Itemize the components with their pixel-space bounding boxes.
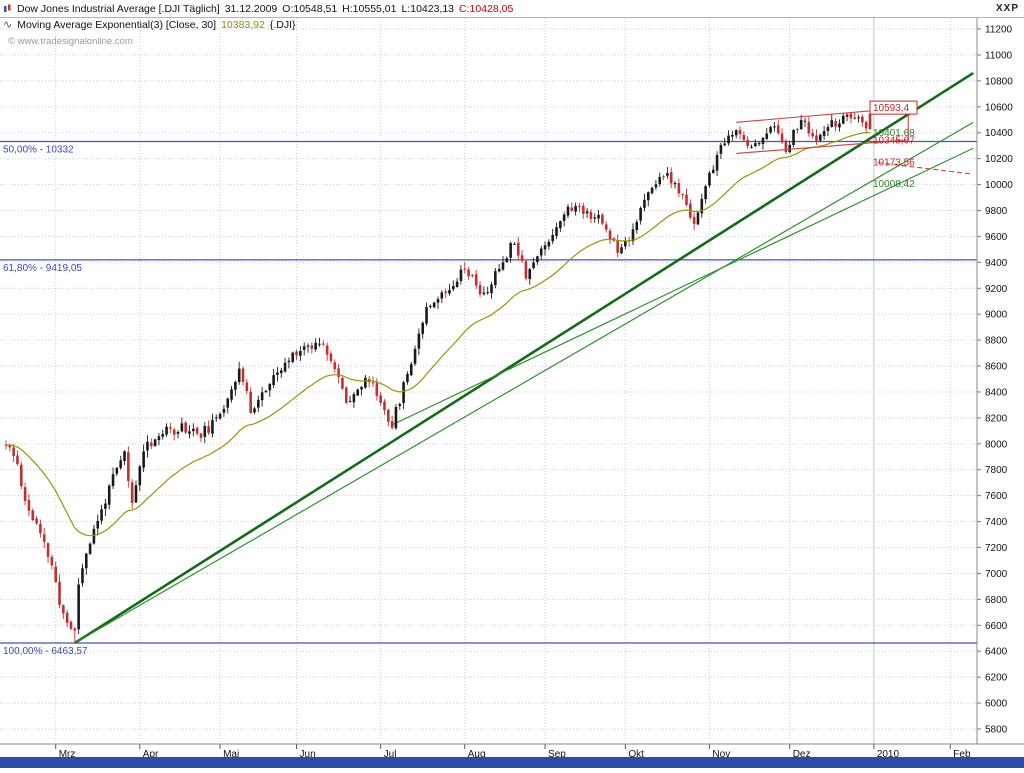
svg-text:8600: 8600 [985, 362, 1008, 373]
svg-text:5800: 5800 [985, 725, 1008, 736]
svg-text:10173,56: 10173,56 [873, 158, 915, 169]
svg-text:Mrz: Mrz [59, 749, 76, 760]
svg-text:7400: 7400 [985, 517, 1008, 528]
svg-text:10008,42: 10008,42 [873, 179, 915, 190]
svg-text:8800: 8800 [985, 336, 1008, 347]
svg-text:7200: 7200 [985, 543, 1008, 554]
svg-text:9400: 9400 [985, 258, 1008, 269]
july-uptrend [391, 147, 974, 426]
svg-text:Okt: Okt [628, 749, 644, 760]
gridlines [0, 18, 977, 744]
instrument-icon [3, 4, 12, 14]
svg-text:7600: 7600 [985, 491, 1008, 502]
quote-date: 31.12.2009 [224, 2, 278, 15]
svg-text:10400: 10400 [985, 128, 1013, 139]
svg-text:10000: 10000 [985, 180, 1013, 191]
svg-text:10800: 10800 [985, 76, 1013, 87]
svg-text:7000: 7000 [985, 569, 1008, 580]
svg-text:10593,4: 10593,4 [873, 103, 910, 114]
ohlc-open: O:10548,51 [282, 2, 338, 15]
svg-text:Mai: Mai [223, 749, 239, 760]
svg-text:50,00% - 10332: 50,00% - 10332 [3, 145, 74, 156]
indicator-legend: ∿ Moving Average Exponential(3) [Close, … [3, 18, 296, 32]
svg-text:8400: 8400 [985, 387, 1008, 398]
primary-uptrend [74, 71, 974, 645]
svg-text:11200: 11200 [985, 25, 1013, 36]
indicator-value: 10383,92 [221, 18, 265, 31]
bottom-bar [0, 757, 1024, 768]
svg-text:9200: 9200 [985, 284, 1008, 295]
fan-line [74, 121, 974, 644]
svg-text:6400: 6400 [985, 647, 1008, 658]
svg-text:9000: 9000 [985, 310, 1008, 321]
svg-text:9800: 9800 [985, 206, 1008, 217]
indicator-suffix: {.DJI} [269, 18, 296, 31]
svg-text:8200: 8200 [985, 413, 1008, 424]
svg-text:100,00% - 6463,57: 100,00% - 6463,57 [3, 646, 88, 657]
svg-text:11000: 11000 [985, 50, 1013, 61]
ohlc-low: L:10423,13 [401, 2, 455, 15]
svg-text:9600: 9600 [985, 232, 1008, 243]
instrument-title: Dow Jones Industrial Average [.DJI Tägli… [17, 2, 220, 15]
svg-text:8000: 8000 [985, 439, 1008, 450]
ema-line[interactable] [5, 131, 871, 537]
indicator-wave-icon: ∿ [3, 19, 13, 31]
svg-text:6200: 6200 [985, 673, 1008, 684]
svg-text:10401,68: 10401,68 [873, 128, 915, 139]
window-controls[interactable]: XXP [995, 3, 1019, 14]
svg-text:Apr: Apr [143, 749, 159, 760]
svg-text:10200: 10200 [985, 154, 1013, 165]
ohlc-close: C:10428,05 [459, 2, 514, 15]
svg-text:Jun: Jun [300, 749, 316, 760]
svg-text:Aug: Aug [468, 749, 486, 760]
svg-text:Sep: Sep [548, 749, 566, 760]
svg-text:6800: 6800 [985, 595, 1008, 606]
svg-text:7800: 7800 [985, 465, 1008, 476]
svg-text:61,80% - 9419,05: 61,80% - 9419,05 [3, 263, 82, 274]
chart-header: Dow Jones Industrial Average [.DJI Tägli… [0, 0, 1024, 18]
svg-text:2010: 2010 [877, 749, 900, 760]
svg-text:10345,07: 10345,07 [873, 135, 915, 146]
svg-text:10600: 10600 [985, 102, 1013, 113]
svg-text:Nov: Nov [712, 749, 730, 760]
svg-text:6600: 6600 [985, 621, 1008, 632]
svg-text:6000: 6000 [985, 699, 1008, 710]
indicator-label: Moving Average Exponential(3) [Close, 30… [17, 18, 217, 31]
ohlc-high: H:10555,01 [342, 2, 397, 15]
svg-text:Feb: Feb [953, 749, 971, 760]
trendlines[interactable] [74, 71, 974, 645]
svg-text:Dez: Dez [793, 749, 811, 760]
svg-text:Jul: Jul [384, 749, 397, 760]
watermark: © www.tradesignalonline.com [8, 36, 133, 47]
candlestick-series [4, 112, 872, 643]
fibonacci-levels[interactable]: 50,00% - 10332 61,80% - 9419,05 100,00% - … [0, 140, 977, 657]
